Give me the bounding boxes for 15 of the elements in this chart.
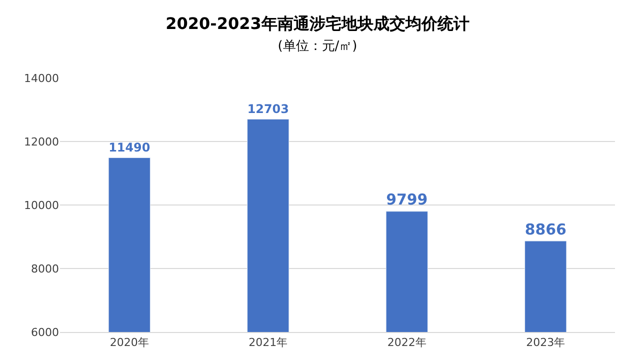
y-tick-label: 6000 [31,326,59,339]
data-label: 11490 [108,140,150,155]
y-tick-label: 14000 [24,72,59,85]
x-tick-label: 2020年 [110,336,149,350]
chart-subtitle: (单位：元/㎡) [278,38,358,54]
x-tick-label: 2022年 [387,336,426,350]
chart-title: 2020-2023年南通涉宅地块成交均价统计 [166,14,470,33]
data-label: 9799 [386,190,428,209]
y-tick-label: 10000 [24,198,59,212]
y-tick-label: 8000 [31,262,59,276]
data-label: 8866 [524,220,566,238]
x-tick-label: 2021年 [248,336,288,350]
data-label: 12703 [247,102,289,116]
y-tick-label: 12000 [24,135,59,148]
x-tick-label: 2023年 [526,336,566,350]
